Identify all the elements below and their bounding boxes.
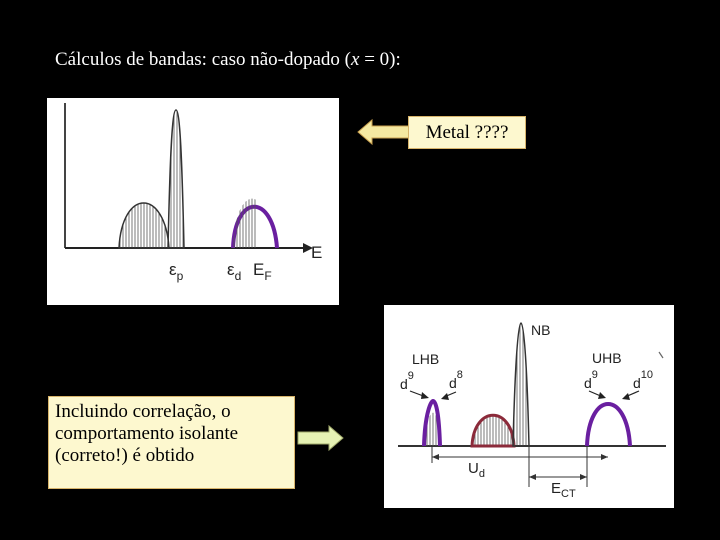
correlation-line-3: (correto!) é obtido — [55, 445, 195, 466]
label-d10: d10 — [633, 369, 653, 391]
d8-band — [470, 414, 516, 448]
metal-note: Metal ???? — [408, 116, 526, 149]
x-axis-arrow — [303, 243, 313, 253]
label-ect: ECT — [551, 480, 576, 500]
metal-dos-diagram: E εp εd EF — [47, 98, 339, 305]
label-ep: εp — [169, 260, 184, 283]
uhb-band — [585, 402, 632, 447]
label-d9-left: d9 — [400, 370, 414, 392]
right-arrow-icon — [297, 424, 344, 452]
hubbard-bands-diagram: LHB NB UHB d9 d8 d9 d10 Ud ECT — [384, 305, 674, 508]
correlation-note: Incluindo correlação, o comportamento is… — [48, 396, 295, 489]
label-nb: NB — [531, 322, 550, 338]
label-uhb: UHB — [592, 350, 622, 366]
d-band-peak — [167, 109, 185, 249]
p-band — [118, 202, 170, 249]
correlation-line-1: Incluindo correlação, o — [55, 401, 231, 422]
label-ud: Ud — [468, 460, 485, 480]
nb-peak — [512, 322, 530, 447]
label-ed: εd — [227, 260, 241, 283]
correlation-line-2: comportamento isolante — [55, 423, 239, 444]
label-lhb: LHB — [412, 351, 439, 367]
label-d9-right: d9 — [584, 369, 598, 391]
label-d8: d8 — [449, 369, 463, 391]
left-arrow-icon — [357, 118, 411, 146]
slide-title: Cálculos de bandas: caso não-dopado (x =… — [55, 49, 401, 70]
x-axis-label: E — [311, 243, 322, 262]
label-ef: EF — [253, 260, 272, 283]
